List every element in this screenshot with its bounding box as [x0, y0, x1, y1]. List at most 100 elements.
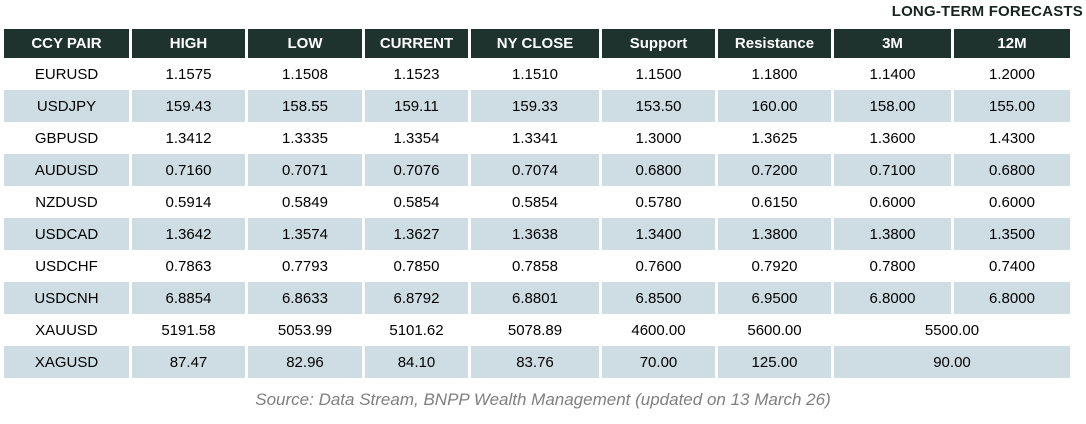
value-cell: 83.76 — [471, 346, 599, 378]
pair-cell: AUDUSD — [4, 154, 129, 186]
column-header-resistance: Resistance — [718, 29, 831, 58]
pair-cell: GBPUSD — [4, 122, 129, 154]
value-cell: 1.3335 — [248, 122, 362, 154]
column-header-low: LOW — [248, 29, 362, 58]
column-header-12m: 12M — [954, 29, 1070, 58]
table-row: GBPUSD 1.3412 1.3335 1.3354 1.3341 1.300… — [4, 122, 1070, 154]
value-cell: 159.43 — [132, 90, 245, 122]
value-cell: 1.1400 — [834, 58, 951, 90]
pair-cell: USDCNH — [4, 282, 129, 314]
value-cell: 0.7850 — [365, 250, 468, 282]
table-title: LONG-TERM FORECASTS — [891, 3, 1083, 20]
pair-cell: XAUUSD — [4, 314, 129, 346]
source-note: Source: Data Stream, BNPP Wealth Managem… — [255, 390, 831, 409]
value-cell: 159.11 — [365, 90, 468, 122]
value-cell: 6.8000 — [954, 282, 1070, 314]
pair-cell: USDCHF — [4, 250, 129, 282]
value-cell: 1.3400 — [602, 218, 715, 250]
pair-cell: NZDUSD — [4, 186, 129, 218]
value-cell: 153.50 — [602, 90, 715, 122]
value-cell: 6.8633 — [248, 282, 362, 314]
value-cell: 155.00 — [954, 90, 1070, 122]
value-cell: 1.3500 — [954, 218, 1070, 250]
value-cell: 84.10 — [365, 346, 468, 378]
value-cell: 1.3800 — [718, 218, 831, 250]
value-cell: 0.5854 — [471, 186, 599, 218]
value-cell: 1.1523 — [365, 58, 468, 90]
value-cell: 4600.00 — [602, 314, 715, 346]
value-cell: 6.8000 — [834, 282, 951, 314]
value-cell: 0.7858 — [471, 250, 599, 282]
table-row: AUDUSD 0.7160 0.7071 0.7076 0.7074 0.680… — [4, 154, 1070, 186]
value-cell: 0.7400 — [954, 250, 1070, 282]
value-cell: 0.7076 — [365, 154, 468, 186]
value-cell: 0.7793 — [248, 250, 362, 282]
value-cell: 1.4300 — [954, 122, 1070, 154]
value-cell: 158.00 — [834, 90, 951, 122]
value-cell: 0.6000 — [834, 186, 951, 218]
value-cell: 1.3412 — [132, 122, 245, 154]
value-cell: 1.3642 — [132, 218, 245, 250]
value-cell: 1.3627 — [365, 218, 468, 250]
value-cell: 0.7800 — [834, 250, 951, 282]
value-cell: 1.3354 — [365, 122, 468, 154]
value-cell: 0.6150 — [718, 186, 831, 218]
value-cell: 1.3574 — [248, 218, 362, 250]
value-cell: 5600.00 — [718, 314, 831, 346]
value-cell: 1.3341 — [471, 122, 599, 154]
table-row: USDCAD 1.3642 1.3574 1.3627 1.3638 1.340… — [4, 218, 1070, 250]
value-cell: 0.5914 — [132, 186, 245, 218]
value-cell: 0.5854 — [365, 186, 468, 218]
table-row: USDJPY 159.43 158.55 159.11 159.33 153.5… — [4, 90, 1070, 122]
value-cell: 158.55 — [248, 90, 362, 122]
value-cell: 0.7160 — [132, 154, 245, 186]
table-row: NZDUSD 0.5914 0.5849 0.5854 0.5854 0.578… — [4, 186, 1070, 218]
value-cell: 0.6000 — [954, 186, 1070, 218]
column-header-high: HIGH — [132, 29, 245, 58]
column-header-support: Support — [602, 29, 715, 58]
value-cell: 0.7200 — [718, 154, 831, 186]
value-cell: 0.5780 — [602, 186, 715, 218]
value-cell: 6.8500 — [602, 282, 715, 314]
value-cell: 5053.99 — [248, 314, 362, 346]
value-cell: 70.00 — [602, 346, 715, 378]
table-row: XAUUSD 5191.58 5053.99 5101.62 5078.89 4… — [4, 314, 1070, 346]
column-header-ny-close: NY CLOSE — [471, 29, 599, 58]
value-cell: 0.7920 — [718, 250, 831, 282]
value-cell: 0.7863 — [132, 250, 245, 282]
column-header-current: CURRENT — [365, 29, 468, 58]
value-cell: 0.7074 — [471, 154, 599, 186]
value-cell: 5191.58 — [132, 314, 245, 346]
value-cell: 5078.89 — [471, 314, 599, 346]
value-cell: 1.3800 — [834, 218, 951, 250]
value-cell: 6.9500 — [718, 282, 831, 314]
value-cell: 0.6800 — [602, 154, 715, 186]
column-header-ccy-pair: CCY PAIR — [4, 29, 129, 58]
value-cell: 82.96 — [248, 346, 362, 378]
value-cell: 6.8854 — [132, 282, 245, 314]
value-cell: 1.3000 — [602, 122, 715, 154]
pair-cell: EURUSD — [4, 58, 129, 90]
value-cell: 0.7100 — [834, 154, 951, 186]
value-cell: 87.47 — [132, 346, 245, 378]
value-cell: 159.33 — [471, 90, 599, 122]
value-cell: 1.1800 — [718, 58, 831, 90]
value-cell: 0.6800 — [954, 154, 1070, 186]
value-cell: 1.1510 — [471, 58, 599, 90]
value-cell: 0.5849 — [248, 186, 362, 218]
value-cell: 125.00 — [718, 346, 831, 378]
forecast-merged-cell: 5500.00 — [834, 314, 1070, 346]
header-row: CCY PAIR HIGH LOW CURRENT NY CLOSE Suppo… — [4, 29, 1070, 58]
pair-cell: USDJPY — [4, 90, 129, 122]
value-cell: 0.7600 — [602, 250, 715, 282]
value-cell: 1.2000 — [954, 58, 1070, 90]
value-cell: 1.1500 — [602, 58, 715, 90]
value-cell: 0.7071 — [248, 154, 362, 186]
value-cell: 160.00 — [718, 90, 831, 122]
value-cell: 6.8792 — [365, 282, 468, 314]
pair-cell: XAGUSD — [4, 346, 129, 378]
table-row: USDCNH 6.8854 6.8633 6.8792 6.8801 6.850… — [4, 282, 1070, 314]
column-header-3m: 3M — [834, 29, 951, 58]
forecast-merged-cell: 90.00 — [834, 346, 1070, 378]
